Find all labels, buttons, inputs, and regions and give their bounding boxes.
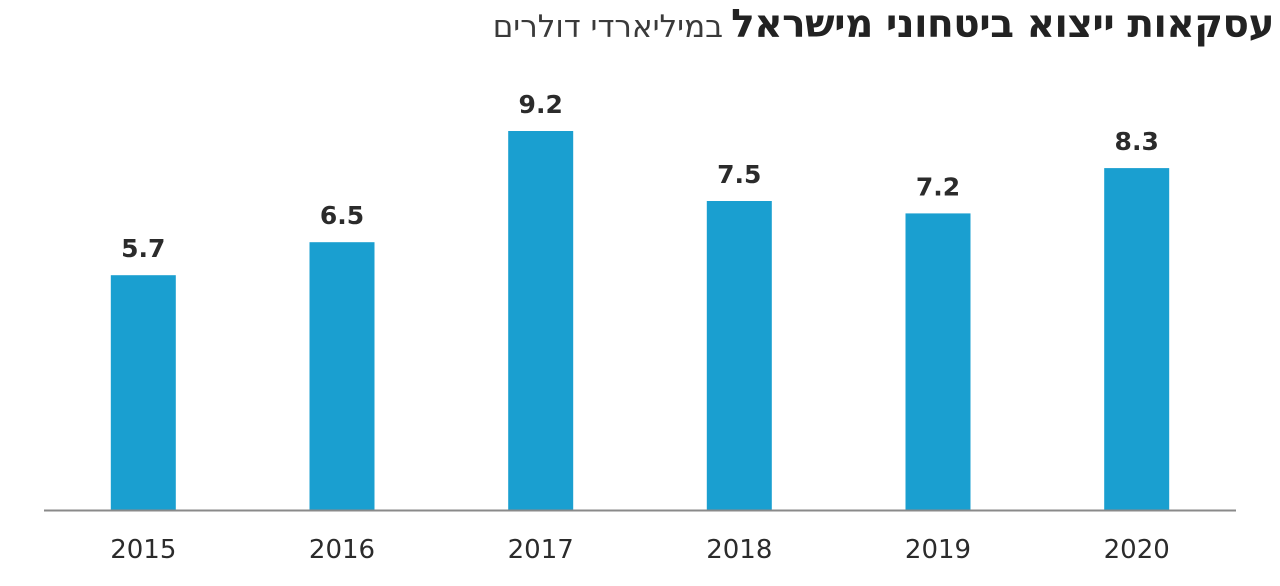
chart-title: עסקאות ייצוא ביטחוני מישראל xyxy=(731,2,1274,47)
bar-2017 xyxy=(508,131,574,510)
chart-subtitle: במיליארדי דולרים xyxy=(492,9,724,45)
value-label-2020: 8.3 xyxy=(1115,127,1159,156)
x-tick-label-2019: 2019 xyxy=(905,535,971,565)
x-tick-label-2017: 2017 xyxy=(508,535,574,565)
value-label-2018: 7.5 xyxy=(717,160,761,189)
value-label-2019: 7.2 xyxy=(916,172,960,201)
x-tick-label-2015: 2015 xyxy=(110,535,176,565)
value-label-2016: 6.5 xyxy=(320,201,364,230)
bar-2018 xyxy=(706,201,772,510)
bar-2016 xyxy=(309,242,375,510)
x-tick-label-2018: 2018 xyxy=(706,535,772,565)
value-label-2015: 5.7 xyxy=(121,234,165,263)
bar-2015 xyxy=(110,275,176,510)
value-label-2017: 9.2 xyxy=(519,90,563,119)
bar-2020 xyxy=(1104,168,1170,510)
bar-2019 xyxy=(905,213,971,510)
x-tick-label-2016: 2016 xyxy=(309,535,375,565)
x-tick-label-2020: 2020 xyxy=(1104,535,1170,565)
chart-title-row: עסקאות ייצוא ביטחוני מישראלבמיליארדי דול… xyxy=(0,2,1275,47)
